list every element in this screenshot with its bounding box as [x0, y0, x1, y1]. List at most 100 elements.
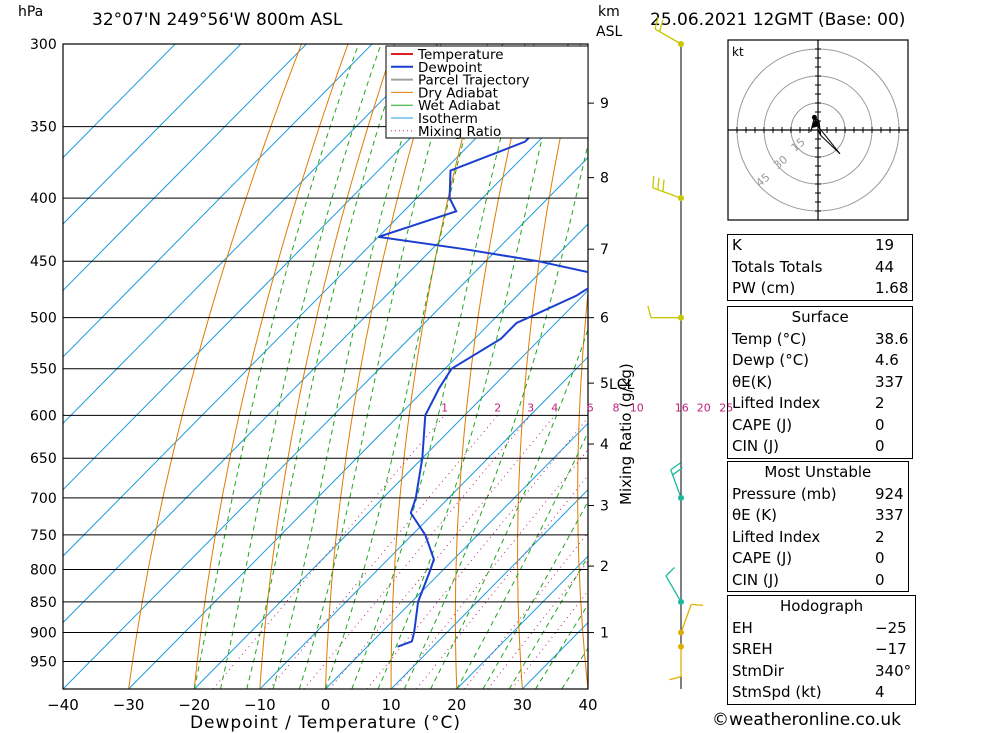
km-tick-label: 3 — [600, 499, 609, 515]
temperature-tick-label: 10 — [382, 696, 401, 714]
km-tick-label: 6 — [600, 311, 609, 327]
wet-adiabat-line — [193, 44, 360, 689]
mixing-ratio-label: 2 — [494, 401, 501, 414]
pressure-tick-label: 800 — [30, 562, 57, 578]
dry-adiabat-line — [636, 7, 681, 689]
section-title: Hodograph — [780, 597, 864, 615]
dry-adiabat-line — [259, 44, 396, 689]
index-key: Lifted Index — [732, 394, 821, 412]
index-key: Totals Totals — [732, 257, 823, 276]
index-key: EH — [732, 618, 753, 637]
index-key: CAPE (J) — [732, 549, 793, 567]
km-tick-label: 4 — [600, 437, 609, 453]
wet-adiabat-line — [272, 44, 432, 689]
index-row: StmSpd (kt) 4 — [728, 682, 916, 704]
index-value: 0 — [875, 437, 885, 455]
pressure-tick-label: 600 — [30, 408, 57, 424]
mixing-ratio-line — [416, 474, 588, 689]
index-key: PW (cm) — [732, 279, 796, 297]
pressure-tick-label: 350 — [30, 120, 57, 136]
dry-adiabat-line — [952, 7, 1000, 689]
isotherm-line — [259, 356, 588, 689]
copyright-footer: ©weatheronline.co.uk — [712, 710, 902, 730]
hodograph-unit: kt — [732, 45, 744, 59]
index-key: CIN (J) — [732, 570, 780, 589]
isotherm-line — [390, 488, 588, 689]
index-row: K 19 — [728, 235, 913, 257]
legend-entry: Temperature — [417, 47, 504, 63]
index-row: StmDir 340° — [728, 661, 916, 683]
mixing-ratio-line — [366, 417, 588, 689]
pressure-tick-label: 400 — [30, 191, 57, 207]
index-value: 4.6 — [875, 351, 899, 369]
mixing-ratio-label: 1 — [441, 401, 448, 414]
km-tick-label: 5 — [600, 376, 609, 392]
mixing-ratio-axis-label: Mixing Ratio (g/kg) — [617, 363, 635, 505]
wet-adiabat-line — [403, 142, 588, 689]
legend-entry: Wet Adiabat — [418, 98, 500, 114]
dry-adiabat-line — [903, 7, 982, 689]
temperature-tick-label: 30 — [513, 696, 532, 714]
index-value: 340° — [875, 661, 912, 680]
index-row: Lifted Index 2 — [728, 393, 913, 415]
index-key: SREH — [732, 640, 773, 658]
index-key: θE (K) — [732, 506, 777, 524]
index-row: SREH −17 — [728, 639, 916, 661]
temperature-tick-label: −30 — [113, 696, 145, 714]
isotherm-line — [63, 44, 176, 159]
index-value: 44 — [875, 257, 895, 276]
isotherm-line — [63, 44, 439, 425]
dry-adiabat-line — [577, 288, 588, 689]
isotherm-line — [128, 223, 588, 689]
km-tick-label: 1 — [600, 626, 609, 642]
temperature-tick-label: −10 — [244, 696, 276, 714]
index-key: Lifted Index — [732, 527, 821, 546]
stability-indices-box: K 19 Totals Totals 44 PW (cm) 1.68 — [727, 234, 913, 300]
isotherm-line — [456, 555, 588, 689]
wind-barb — [670, 462, 684, 501]
pressure-tick-label: 950 — [30, 655, 57, 671]
index-value: 337 — [875, 506, 904, 524]
index-key: StmDir — [732, 661, 784, 680]
index-value: 337 — [875, 372, 904, 391]
hodograph-table: Hodograph EH −25 SREH −17 StmDir 340° StmSpd (k… — [727, 595, 916, 705]
temperature-tick-label: 0 — [321, 696, 331, 714]
km-tick-label: 8 — [600, 171, 609, 187]
index-row: Dewp (°C) 4.6 — [728, 350, 913, 372]
wet-adiabat-line — [220, 44, 382, 689]
index-value: −17 — [875, 640, 907, 658]
pressure-tick-label: 900 — [30, 626, 57, 642]
lcl-label: LCL — [609, 377, 635, 393]
index-key: CIN (J) — [732, 437, 780, 455]
index-key: Temp (°C) — [732, 329, 807, 348]
index-row: Temp (°C) 38.6 — [728, 329, 913, 351]
wind-barb — [654, 17, 684, 47]
index-row: CIN (J) 0 — [728, 436, 913, 458]
isotherm-line — [63, 156, 588, 689]
location-title: 32°07'N 249°56'W 800m ASL — [92, 10, 343, 30]
temperature-tick-label: −40 — [47, 696, 79, 714]
wet-adiabat-line — [246, 44, 406, 689]
hodograph-trace — [810, 116, 822, 136]
index-key: θE(K) — [732, 372, 773, 391]
legend-entry: Mixing Ratio — [418, 124, 501, 140]
section-title: Surface — [791, 308, 849, 326]
pressure-unit-label: hPa — [18, 4, 44, 20]
pressure-tick-label: 300 — [30, 37, 57, 53]
index-value: 1.68 — [875, 279, 909, 297]
indices-table: K 19 Totals Totals 44 PW (cm) 1.68 — [727, 234, 913, 301]
most-unstable-table: Most Unstable Pressure (mb) 924 θE (K) 337 Li… — [727, 461, 909, 592]
index-key: Dewp (°C) — [732, 351, 810, 369]
index-value: 38.6 — [875, 329, 909, 348]
index-row: PW (cm) 1.68 — [728, 278, 913, 300]
index-row: CAPE (J) 0 — [728, 548, 909, 570]
index-row: Lifted Index 2 — [728, 527, 909, 549]
km-tick-label: 7 — [600, 242, 609, 258]
mixing-ratio-label: 25 — [719, 401, 733, 414]
legend-entry: Parcel Trajectory — [418, 73, 530, 89]
index-value: 4 — [875, 683, 885, 701]
wind-barb — [669, 643, 684, 681]
series-dewpoint — [378, 61, 588, 648]
